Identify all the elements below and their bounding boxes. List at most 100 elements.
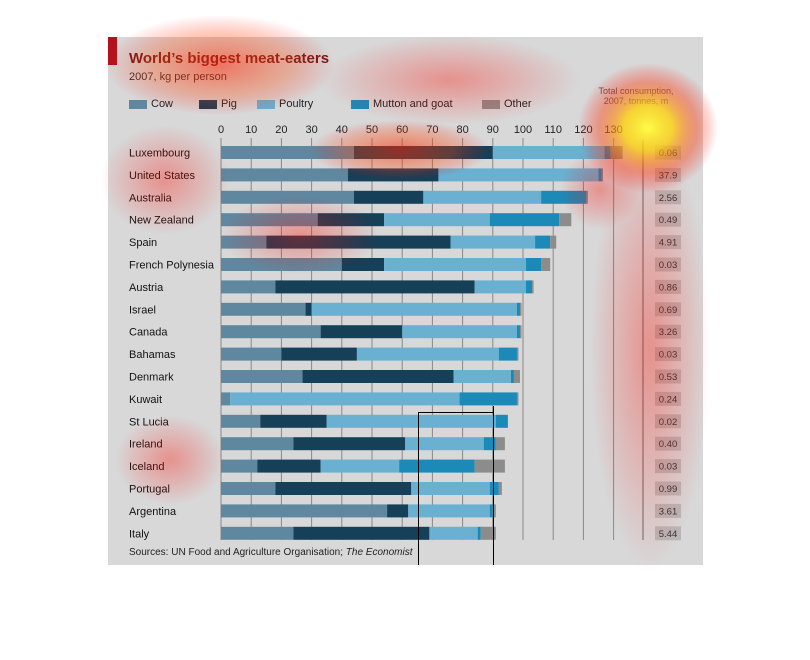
bar-segment	[405, 437, 484, 451]
x-tick-label: 80	[456, 124, 468, 136]
bar-segment	[353, 146, 493, 159]
x-tick-label: 0	[218, 124, 224, 136]
total-value: 3.26	[659, 327, 678, 338]
bar-segment	[516, 347, 519, 361]
bar-segment	[347, 168, 439, 182]
bar-segment	[230, 392, 460, 406]
bar-segment	[550, 235, 557, 249]
bar-segment	[221, 392, 231, 406]
bar-segment	[598, 168, 602, 182]
bar-segment	[320, 459, 400, 473]
bar-segment	[341, 258, 385, 271]
bar-segment	[519, 325, 522, 339]
bar-segment	[541, 258, 551, 271]
bar-segment	[221, 146, 354, 159]
bar-segment	[293, 437, 406, 451]
bar-segment	[320, 325, 403, 339]
bar-segment	[474, 459, 505, 473]
bar-segment	[353, 190, 424, 204]
bar-segment	[257, 459, 321, 473]
category-label: St Lucia	[129, 416, 170, 428]
selection-box-top-edge	[418, 412, 494, 413]
bar-segment	[450, 235, 536, 249]
bar-segment	[411, 482, 490, 495]
bar-segment	[601, 168, 604, 182]
bar-segment	[221, 280, 276, 294]
bar-segment	[305, 302, 312, 316]
bar-segment	[302, 370, 454, 383]
sources-note: Sources: UN Food and Agriculture Organis…	[129, 547, 412, 558]
x-tick-label: 70	[426, 124, 438, 136]
x-tick-label: 20	[275, 124, 287, 136]
total-value: 0.53	[659, 372, 678, 383]
bar-segment	[402, 325, 517, 339]
bar-segment	[498, 347, 517, 361]
bar-segment	[408, 504, 490, 518]
bar-segment	[221, 190, 354, 204]
x-tick-label: 100	[514, 124, 532, 136]
bar-segment	[489, 504, 493, 518]
bar-segment	[510, 370, 514, 383]
bar-segment	[221, 504, 388, 518]
bar-segment	[483, 437, 496, 451]
bar-segment	[221, 235, 267, 249]
category-label: Italy	[129, 528, 150, 540]
total-value: 0.06	[659, 148, 678, 159]
bar-segment	[221, 213, 318, 227]
bar-segment	[221, 370, 303, 383]
bar-segment	[221, 482, 276, 495]
bar-segment	[541, 190, 587, 204]
total-value: 4.91	[659, 238, 678, 249]
bar-segment	[480, 526, 496, 540]
bar-segment	[221, 459, 258, 473]
bar-segment	[384, 213, 490, 227]
bar-segment	[356, 347, 499, 361]
bar-segment	[586, 190, 588, 204]
bar-segment	[610, 146, 623, 159]
bar-segment	[495, 437, 505, 451]
selection-box-right-edge	[493, 406, 494, 565]
bar-segment	[384, 258, 527, 271]
selection-box-left-edge	[418, 412, 419, 565]
x-tick-label: 10	[245, 124, 257, 136]
total-value: 37.9	[659, 170, 678, 181]
bar-segment	[519, 302, 522, 316]
bar-segment	[221, 414, 261, 428]
bar-segment	[438, 168, 599, 182]
bar-segment	[513, 370, 520, 383]
total-value: 0.49	[659, 215, 678, 226]
bar-segment	[429, 526, 478, 540]
category-label: Argentina	[129, 506, 177, 518]
category-label: Austria	[129, 282, 164, 294]
bar-segment	[260, 414, 327, 428]
bar-segment	[311, 302, 517, 316]
bar-segment	[559, 213, 572, 227]
bar-segment	[221, 437, 294, 451]
bar-segment	[492, 504, 496, 518]
total-value: 0.99	[659, 484, 678, 495]
total-value: 0.02	[659, 417, 678, 428]
sources-text: Sources: UN Food and Agriculture Organis…	[129, 547, 346, 558]
bar-segment	[489, 213, 560, 227]
bar-segment	[516, 302, 520, 316]
bar-segment	[535, 235, 551, 249]
category-label: French Polynesia	[129, 260, 215, 272]
category-label: New Zealand	[129, 215, 194, 227]
bar-segment	[293, 526, 430, 540]
bar-segment	[489, 482, 499, 495]
total-value: 3.61	[659, 506, 678, 517]
bar-segment	[221, 258, 342, 271]
total-value: 0.24	[659, 394, 678, 405]
total-value: 0.03	[659, 350, 678, 361]
bar-segment	[221, 526, 294, 540]
x-tick-label: 120	[574, 124, 592, 136]
category-label: Iceland	[129, 461, 164, 473]
bar-segment	[423, 190, 542, 204]
category-label: Portugal	[129, 484, 170, 496]
category-label: Australia	[129, 192, 173, 204]
bar-segment	[516, 325, 520, 339]
bar-segment	[281, 347, 357, 361]
bar-segment	[221, 168, 348, 182]
category-label: Spain	[129, 237, 157, 249]
